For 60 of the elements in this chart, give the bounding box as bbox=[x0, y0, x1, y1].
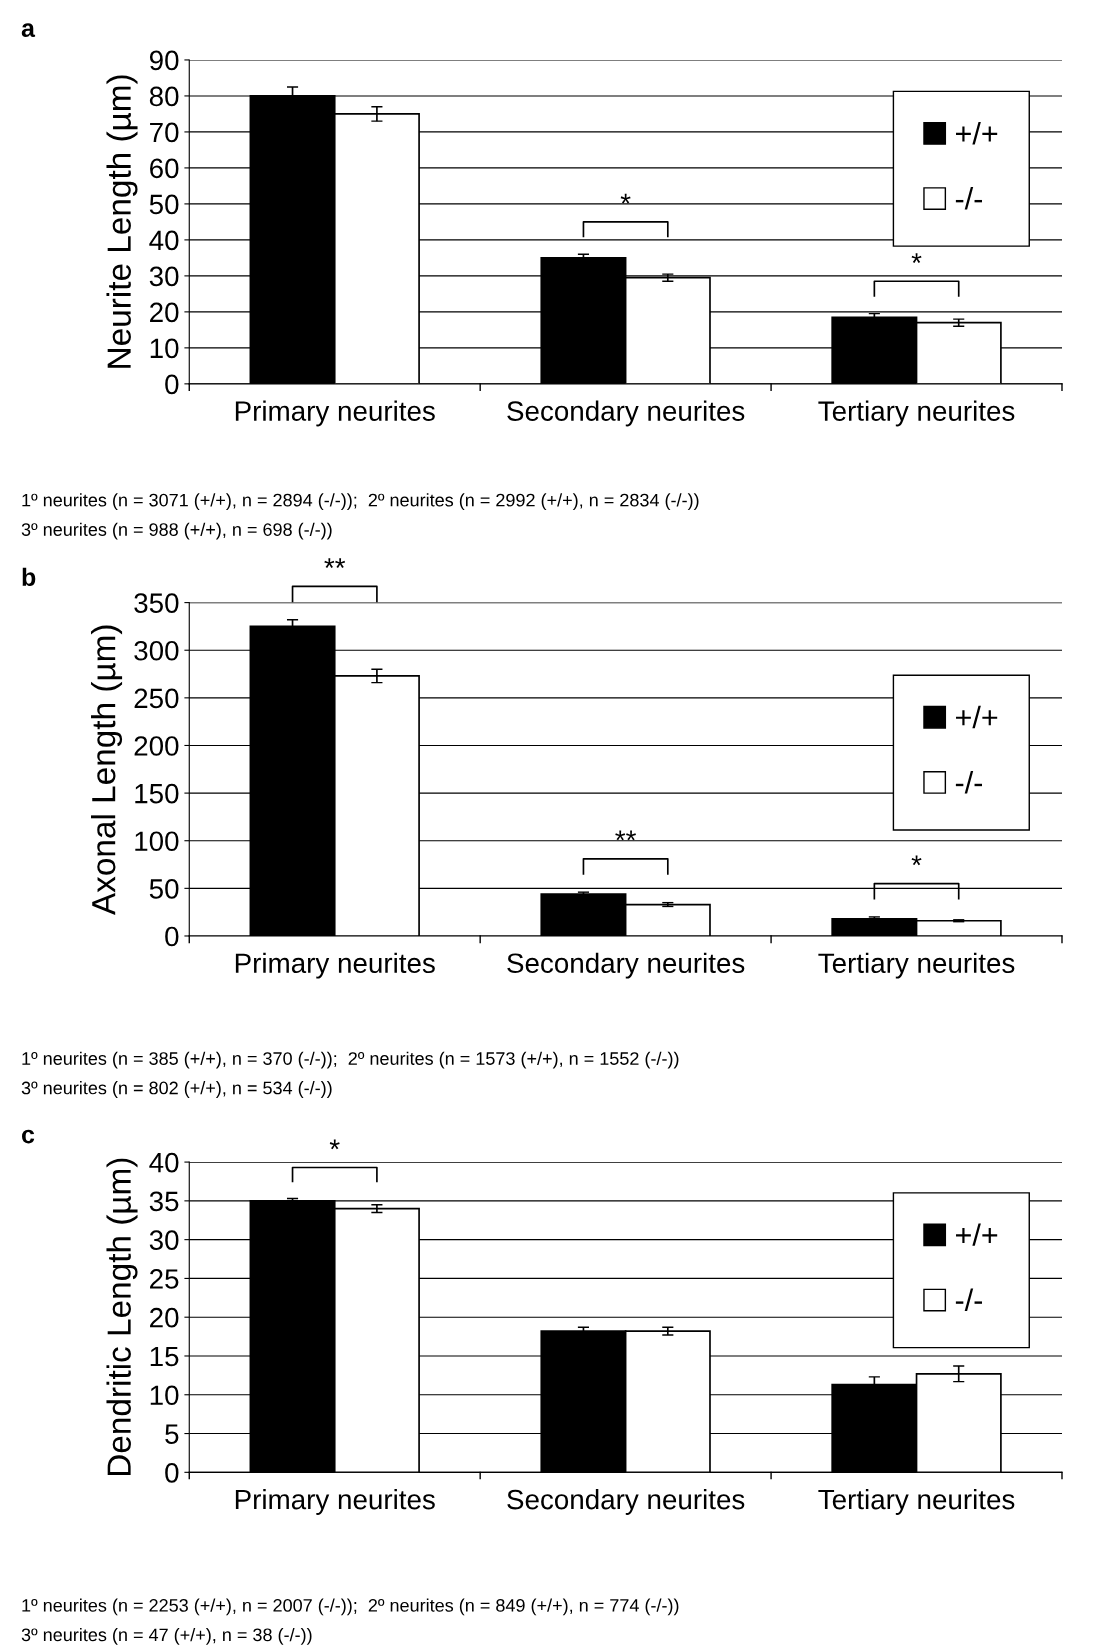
y-tick-label: 200 bbox=[134, 736, 179, 756]
y-tick-label: 350 bbox=[134, 593, 179, 613]
x-tick-label: Primary neurites bbox=[235, 400, 435, 427]
y-tick-label: 10 bbox=[150, 338, 179, 359]
y-tick-label: 90 bbox=[149, 50, 179, 71]
y-tick-label: 40 bbox=[149, 230, 179, 251]
x-tick-label: Secondary neurites bbox=[507, 400, 745, 427]
y-tick-label: 60 bbox=[150, 158, 179, 179]
y-tick-label: 50 bbox=[149, 194, 179, 215]
y-axis-title: Dendritic Length (µm) bbox=[106, 1158, 138, 1476]
y-tick-label: 100 bbox=[135, 831, 179, 852]
y-axis-title: Neurite Length (µm) bbox=[106, 75, 138, 368]
x-tick-label: Secondary neurites bbox=[507, 1488, 745, 1515]
y-tick-label: 0 bbox=[165, 374, 179, 395]
y-tick-label: 5 bbox=[165, 1424, 179, 1444]
annotation: * bbox=[329, 1139, 340, 1150]
annotation: * bbox=[911, 855, 922, 866]
x-tick-label: Tertiary neurites bbox=[818, 1488, 1015, 1515]
text: 1º neurites (n = 3071 (+/+), n = 2894 (-/-)); 2º neurites (n = 2992 (+/+), n = 2834 (-/-)) bbox=[22, 493, 699, 511]
y-tick-label: 20 bbox=[150, 302, 179, 323]
y-tick-label: 0 bbox=[165, 1462, 179, 1483]
y-tick-label: 50 bbox=[149, 879, 179, 899]
y-tick-label: 300 bbox=[134, 640, 179, 661]
legend-label: -/- bbox=[955, 187, 983, 210]
chart-title: c bbox=[22, 1129, 35, 1144]
x-tick-label: Tertiary neurites bbox=[818, 952, 1015, 979]
legend-label: -/- bbox=[955, 1288, 983, 1312]
y-tick-label: 30 bbox=[149, 1230, 179, 1250]
legend-label: -/- bbox=[955, 770, 983, 794]
x-tick-label: Primary neurites bbox=[235, 1488, 435, 1515]
annotation: ** bbox=[615, 830, 637, 841]
y-tick-label: 250 bbox=[134, 688, 179, 709]
text: 1º neurites (n = 385 (+/+), n = 370 (-/-)); 2º neurites (n = 1573 (+/+), n = 1552 (-/-)) bbox=[22, 1051, 679, 1069]
text: 1º neurites (n = 2253 (+/+), n = 2007 (-/-)); 2º neurites (n = 849 (+/+), n = 774 (-/-)) bbox=[22, 1598, 679, 1616]
y-tick-label: 70 bbox=[150, 122, 179, 143]
x-tick-label: Primary neurites bbox=[235, 952, 435, 979]
legend-label: +/+ bbox=[956, 705, 998, 729]
x-tick-label: Secondary neurites bbox=[507, 952, 745, 979]
chart-title: b bbox=[22, 567, 36, 587]
chart-title: a bbox=[21, 23, 36, 38]
y-tick-label: 10 bbox=[150, 1385, 179, 1406]
y-axis-title: Axonal Length (µm) bbox=[91, 625, 123, 915]
legend-label: +/+ bbox=[956, 121, 998, 145]
y-tick-label: 80 bbox=[149, 86, 179, 107]
y-tick-label: 25 bbox=[150, 1269, 179, 1289]
y-tick-label: 150 bbox=[135, 783, 179, 804]
y-tick-label: 30 bbox=[149, 266, 179, 287]
legend-label: +/+ bbox=[956, 1223, 998, 1246]
y-tick-label: 40 bbox=[149, 1152, 179, 1173]
y-tick-label: 0 bbox=[165, 926, 179, 947]
text: 3º neurites (n = 47 (+/+), n = 38 (-/-)) bbox=[21, 1627, 312, 1645]
annotation: * bbox=[911, 253, 922, 263]
y-tick-label: 15 bbox=[150, 1346, 179, 1367]
text: 3º neurites (n = 802 (+/+), n = 534 (-/-)) bbox=[21, 1081, 332, 1098]
y-tick-label: 35 bbox=[149, 1191, 179, 1212]
y-tick-label: 20 bbox=[150, 1307, 179, 1328]
text: 3º neurites (n = 988 (+/+), n = 698 (-/-)) bbox=[21, 522, 332, 540]
x-tick-label: Tertiary neurites bbox=[818, 400, 1015, 427]
annotation: ** bbox=[324, 558, 346, 568]
annotation: * bbox=[620, 193, 631, 204]
